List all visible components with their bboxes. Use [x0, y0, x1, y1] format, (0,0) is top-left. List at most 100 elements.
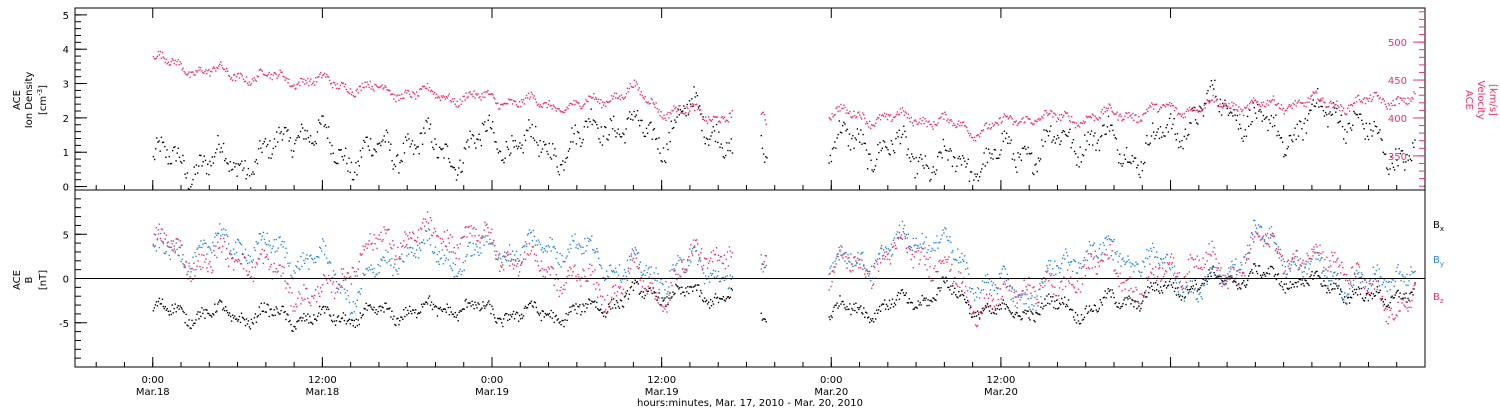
density-series-point	[1070, 147, 1072, 149]
bx-series-point	[855, 302, 857, 304]
bx-series-point	[600, 308, 602, 310]
density-series-point	[348, 157, 350, 159]
density-series-point	[922, 164, 924, 167]
bx-series-point	[653, 291, 655, 293]
bx-series-point	[504, 314, 506, 316]
bx-series-point	[291, 330, 293, 332]
bz-series-point	[524, 258, 527, 260]
velocity-series-point	[231, 79, 234, 81]
bx-series-point	[649, 287, 651, 289]
by-series-point	[323, 253, 326, 256]
bx-series-point	[180, 306, 182, 309]
bx-series-point	[981, 307, 984, 310]
bx-series-point	[322, 306, 324, 308]
velocity-series-point	[521, 101, 524, 103]
density-series-point	[371, 155, 373, 157]
by-series-point	[1295, 264, 1297, 267]
bx-series-point	[311, 322, 313, 324]
density-series-point	[1412, 142, 1414, 144]
density-series-point	[167, 163, 169, 165]
density-series-point	[250, 187, 252, 189]
density-series-point	[1335, 111, 1337, 113]
by-series-point	[707, 275, 710, 278]
density-series-point	[613, 115, 615, 118]
bx-series-point	[519, 318, 522, 320]
velocity-series-point	[998, 117, 1001, 120]
by-series-point	[1060, 267, 1062, 270]
velocity-series-point	[535, 101, 538, 103]
bx-series-point	[417, 313, 419, 315]
bz-series-point	[432, 232, 435, 234]
bx-series-point	[1215, 277, 1217, 279]
by-series-point	[1403, 281, 1405, 283]
bx-series-point	[439, 306, 442, 309]
by-series-point	[1393, 285, 1395, 287]
bz-series-point	[252, 280, 255, 283]
by-series-point	[357, 291, 359, 293]
velocity-series-point	[327, 76, 330, 78]
by-series-point	[162, 243, 164, 245]
by-series-point	[673, 268, 675, 270]
velocity-series-point	[1206, 99, 1208, 101]
velocity-series-point	[188, 71, 190, 73]
density-series-point	[907, 148, 909, 150]
velocity-series-point	[687, 107, 689, 110]
bx-series-point	[1286, 287, 1288, 289]
by-series-point	[258, 233, 260, 235]
by-series-point	[1238, 269, 1240, 271]
bx-series-point	[1397, 289, 1399, 292]
density-series-point	[872, 170, 874, 173]
velocity-series-point	[1342, 109, 1344, 112]
bx-series-point	[281, 305, 283, 308]
density-series-point	[1200, 107, 1202, 109]
density-series-point	[261, 151, 263, 154]
velocity-series-point	[693, 104, 695, 106]
by-series-point	[521, 246, 524, 249]
velocity-series-point	[1061, 113, 1063, 116]
by-series-point	[1293, 261, 1295, 263]
by-series-point	[1000, 272, 1002, 275]
velocity-series-point	[208, 68, 210, 71]
by-series-point	[402, 260, 404, 262]
velocity-series-point	[1284, 109, 1286, 112]
density-series-point	[477, 138, 479, 141]
density-series-point	[516, 147, 519, 150]
bx-series-point	[937, 287, 939, 289]
velocity-series-point	[532, 97, 535, 99]
by-series-point	[1414, 270, 1416, 273]
by-series-point	[293, 270, 295, 272]
velocity-series-point	[1323, 101, 1325, 103]
density-series-point	[864, 142, 866, 145]
by-series-point	[1087, 253, 1090, 255]
velocity-series-point	[1009, 115, 1011, 117]
density-series-point	[1029, 153, 1032, 155]
bx-series-point	[1124, 297, 1126, 299]
velocity-series-point	[683, 113, 685, 115]
velocity-series-point	[1126, 112, 1128, 115]
by-series-point	[1314, 252, 1316, 254]
density-series-point	[276, 131, 278, 133]
density-series-point	[715, 123, 718, 126]
velocity-series-point	[574, 103, 576, 106]
by-series-point	[301, 265, 303, 268]
density-series-point	[188, 189, 191, 191]
bx-series-point	[1412, 294, 1414, 296]
by-series-point	[977, 288, 980, 290]
density-series-point	[939, 151, 941, 153]
by-series-point	[321, 250, 323, 252]
bx-series-point	[625, 292, 628, 295]
by-series-point	[344, 292, 347, 294]
velocity-series-point	[446, 97, 448, 99]
bz-series-point	[444, 245, 447, 247]
bz-series-point	[433, 227, 436, 230]
by-series-point	[648, 266, 650, 269]
density-series-point	[1034, 164, 1036, 166]
density-series-point	[381, 140, 383, 143]
density-series-point	[356, 174, 358, 176]
velocity-series-point	[545, 102, 547, 104]
by-series-point	[840, 254, 842, 256]
density-series-point	[625, 128, 627, 130]
bx-series-point	[724, 300, 727, 302]
velocity-series-point	[191, 71, 193, 73]
velocity-series-point	[1385, 106, 1387, 108]
